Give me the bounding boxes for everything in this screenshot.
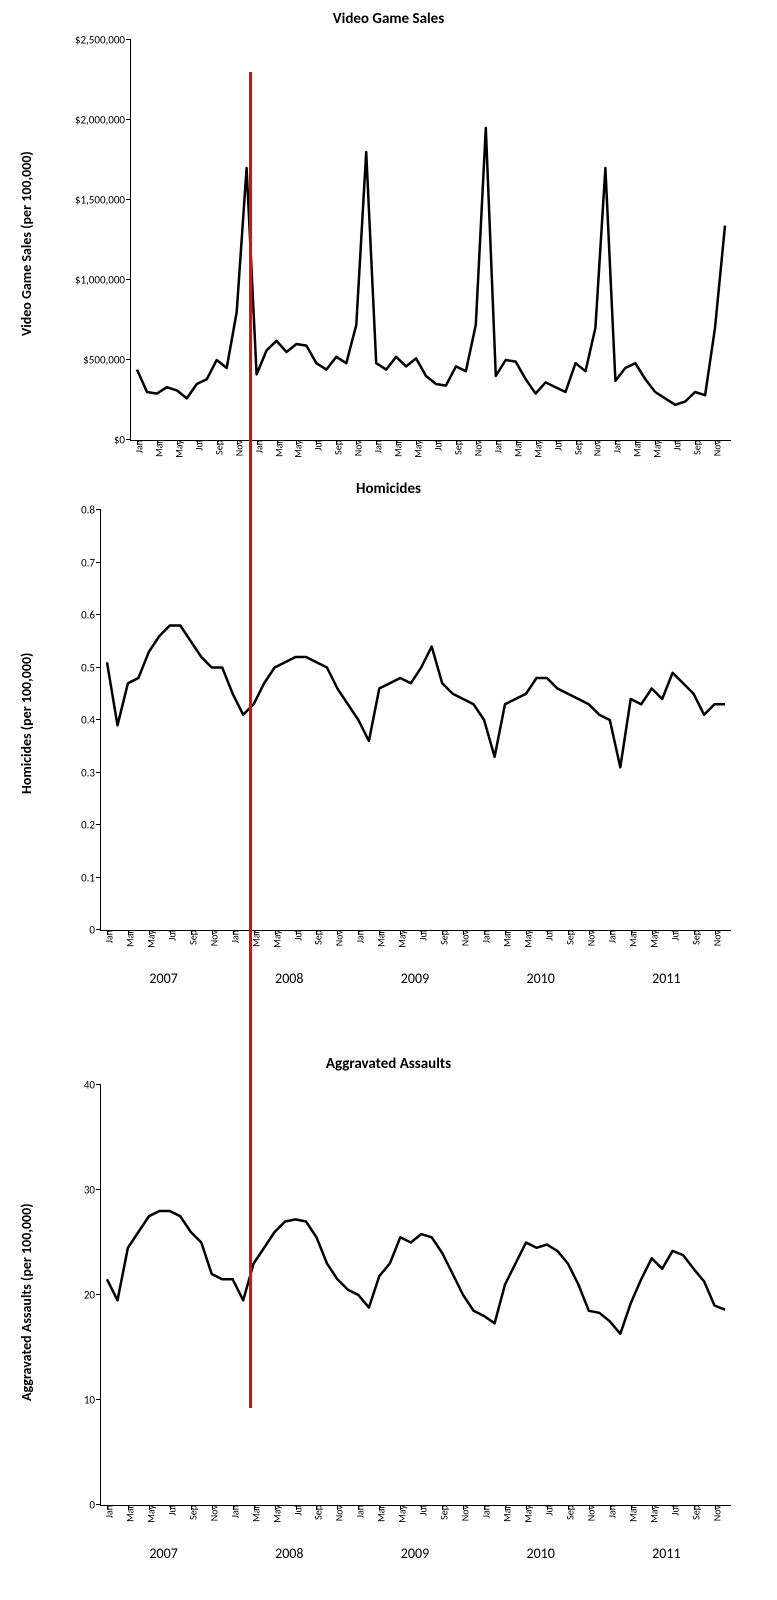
- assaults-title: Aggravated Assaults: [40, 1055, 737, 1073]
- assaults-ytick: 40: [84, 1079, 101, 1092]
- homicides-year-label: 2007: [149, 970, 177, 987]
- homicides-ytick: 0.6: [81, 609, 101, 622]
- homicides-ytick: 0.5: [81, 661, 101, 674]
- sales-ytick: $1,000,000: [75, 274, 131, 287]
- homicides-title: Homicides: [40, 480, 737, 498]
- assaults-year-label: 2007: [149, 1545, 177, 1562]
- homicides-year-label: 2011: [652, 970, 680, 987]
- assaults-ytick: 30: [84, 1184, 101, 1197]
- homicides-year-label: 2010: [526, 970, 554, 987]
- assaults-year-label: 2008: [275, 1545, 303, 1562]
- homicides-chart: HomicidesHomicides (per 100,000)00.10.20…: [40, 480, 737, 1010]
- assaults-ytick: 20: [84, 1289, 101, 1302]
- sales-title: Video Game Sales: [40, 10, 737, 28]
- vertical-marker-line: [249, 72, 252, 1408]
- assaults-year-label: 2010: [526, 1545, 554, 1562]
- assaults-year-label: 2009: [401, 1545, 429, 1562]
- homicides-ytick: 0.7: [81, 556, 101, 569]
- assaults-ytick: 10: [84, 1394, 101, 1407]
- homicides-ytick: 0.8: [81, 504, 101, 517]
- sales-ylabel: Video Game Sales (per 100,000): [18, 151, 35, 336]
- homicides-ytick: 0.4: [81, 714, 101, 727]
- assaults-plot-area: 010203040JanMarMayJulSepNovJanMarMayJulS…: [100, 1085, 731, 1506]
- homicides-series: [101, 510, 731, 930]
- sales-ytick: $1,500,000: [75, 194, 131, 207]
- assaults-year-label: 2011: [652, 1545, 680, 1562]
- homicides-ylabel: Homicides (per 100,000): [18, 652, 35, 793]
- assaults-ylabel: Aggravated Assaults (per 100,000): [18, 1203, 35, 1401]
- sales-plot-area: $0$500,000$1,000,000$1,500,000$2,000,000…: [130, 40, 731, 441]
- homicides-ytick: 0.1: [81, 871, 101, 884]
- sales-series: [131, 40, 731, 440]
- sales-ytick: $2,000,000: [75, 114, 131, 127]
- assaults-chart: Aggravated AssaultsAggravated Assaults (…: [40, 1055, 737, 1585]
- homicides-ytick: 0.3: [81, 766, 101, 779]
- sales-ytick: $500,000: [83, 354, 131, 367]
- sales-chart: Video Game SalesVideo Game Sales (per 10…: [40, 10, 737, 480]
- page-root: Video Game Sales Video Game Sales (per 10…: [0, 0, 777, 1600]
- homicides-plot-area: 00.10.20.30.40.50.60.70.8JanMarMayJulSep…: [100, 510, 731, 931]
- homicides-year-label: 2009: [401, 970, 429, 987]
- assaults-series: [101, 1085, 731, 1505]
- sales-ytick: $2,500,000: [75, 34, 131, 47]
- homicides-year-label: 2008: [275, 970, 303, 987]
- homicides-ytick: 0.2: [81, 819, 101, 832]
